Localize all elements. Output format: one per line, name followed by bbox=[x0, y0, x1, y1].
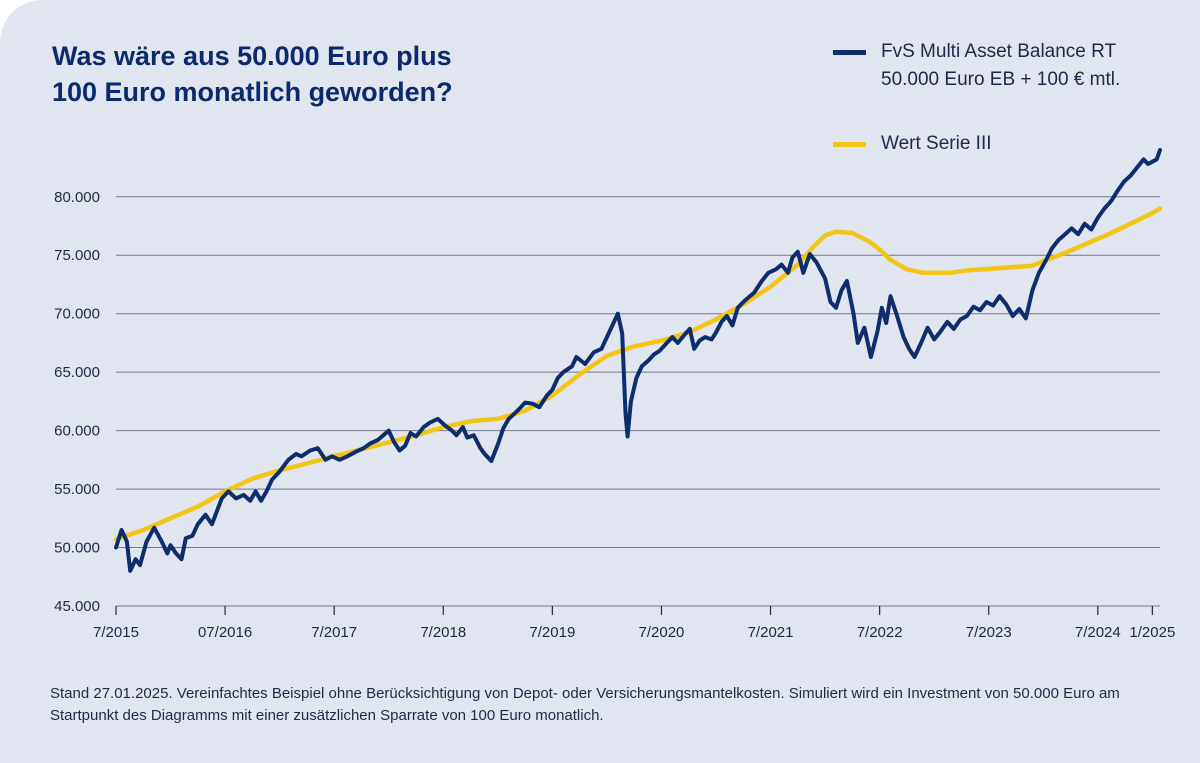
legend-label-wert-serie: Wert Serie III bbox=[881, 133, 992, 154]
x-tick-label: 7/2021 bbox=[748, 624, 794, 641]
legend-label-fvs-line-2: 50.000 Euro EB + 100 € mtl. bbox=[881, 69, 1121, 90]
legend-item-fvs: FvS Multi Asset Balance RT 50.000 Euro E… bbox=[833, 38, 1193, 94]
y-tick-label: 75.000 bbox=[54, 247, 100, 264]
x-tick-label: 7/2017 bbox=[311, 624, 357, 641]
x-tick-label: 1/2025 bbox=[1129, 624, 1175, 641]
x-tick-label: 7/2023 bbox=[966, 624, 1012, 641]
chart-title-line-2: 100 Euro monatlich geworden? bbox=[52, 77, 453, 107]
legend-swatch-wert-serie bbox=[833, 142, 866, 147]
y-tick-label: 70.000 bbox=[54, 306, 100, 323]
x-tick-label: 7/2019 bbox=[529, 624, 575, 641]
y-tick-label: 65.000 bbox=[54, 364, 100, 381]
legend-swatch-fvs bbox=[833, 50, 866, 55]
chart-title-line-1: Was wäre aus 50.000 Euro plus bbox=[52, 41, 452, 71]
x-tick-label: 7/2024 bbox=[1075, 624, 1121, 641]
legend: FvS Multi Asset Balance RT 50.000 Euro E… bbox=[833, 38, 1193, 158]
legend-item-wert-serie: Wert Serie III bbox=[833, 130, 1193, 158]
y-tick-label: 60.000 bbox=[54, 423, 100, 440]
y-tick-label: 50.000 bbox=[54, 540, 100, 557]
x-tick-label: 07/2016 bbox=[198, 624, 252, 641]
y-tick-label: 55.000 bbox=[54, 481, 100, 498]
footnote: Stand 27.01.2025. Vereinfachtes Beispiel… bbox=[50, 685, 1120, 724]
x-tick-label: 7/2022 bbox=[857, 624, 903, 641]
y-tick-label: 45.000 bbox=[54, 598, 100, 615]
y-tick-label: 80.000 bbox=[54, 189, 100, 206]
legend-label-fvs-line-1: FvS Multi Asset Balance RT bbox=[881, 41, 1117, 62]
series-line-fvs bbox=[114, 148, 1162, 573]
x-tick-label: 7/2015 bbox=[93, 624, 139, 641]
x-tick-label: 7/2020 bbox=[639, 624, 685, 641]
chart-title: Was wäre aus 50.000 Euro plus 100 Euro m… bbox=[52, 38, 572, 110]
x-tick-label: 7/2018 bbox=[420, 624, 466, 641]
